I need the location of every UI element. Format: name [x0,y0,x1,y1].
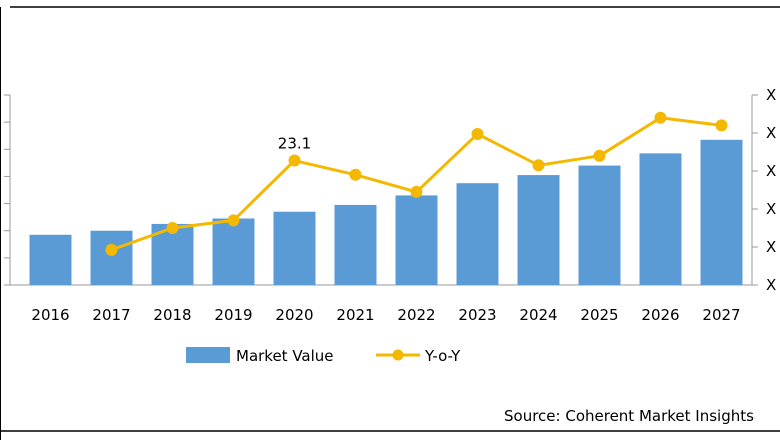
right-axis-tick-label: X [766,200,776,218]
bar-2017 [90,230,133,285]
x-tick-label-2027: 2027 [702,306,740,324]
line-series [105,111,728,256]
bar-2026 [639,153,682,285]
source-note: Source: Coherent Market Insights [504,407,754,425]
x-tick-label-2017: 2017 [92,306,130,324]
yoy-point-2020 [288,154,301,167]
yoy-point-2025 [593,149,606,162]
right-axis-tick-label: X [766,124,776,142]
right-axis-tick-label: X [766,276,776,294]
bar-2023 [456,183,499,285]
legend: Market Value Y-o-Y [186,347,461,365]
yoy-point-2017 [105,243,118,256]
bar-2022 [395,195,438,285]
legend-label-yoy: Y-o-Y [424,347,461,365]
x-tick-label-2026: 2026 [641,306,679,324]
yoy-point-2021 [349,168,362,181]
yoy-point-2018 [166,222,179,234]
right-axis-tick-label: X [766,86,776,104]
data-labels: 23.1 [278,135,311,153]
right-axis-tick-label: X [766,162,776,180]
bar-2025 [578,165,621,285]
x-tick-label-2020: 2020 [275,306,313,324]
x-tick-label-2025: 2025 [580,306,618,324]
x-tick-label-2016: 2016 [31,306,69,324]
x-tick-label-2022: 2022 [397,306,435,324]
data-label-2020: 23.1 [278,135,311,153]
bar-2027 [700,139,743,285]
x-tick-label-2021: 2021 [336,306,374,324]
right-axis: X X X X X X [751,86,776,294]
bar-2016 [29,234,72,285]
yoy-point-2026 [654,111,667,124]
yoy-point-2023 [471,127,484,140]
legend-label-market-value: Market Value [236,347,334,365]
left-axis [4,94,752,286]
yoy-point-2022 [410,185,423,198]
yoy-point-2027 [715,119,728,132]
x-tick-label-2018: 2018 [153,306,191,324]
legend-swatch-yoy-marker [392,349,404,361]
bar-2019 [212,218,255,285]
right-axis-tick-label: X [766,238,776,256]
legend-swatch-market-value [186,347,230,363]
x-axis-labels: 2016 2017 2018 2019 2020 2021 2022 2023 2024 2025… [31,306,740,324]
bar-2020 [273,211,316,285]
bar-2024 [517,175,560,285]
x-tick-label-2024: 2024 [519,306,557,324]
yoy-point-2024 [532,159,545,172]
yoy-point-2019 [227,214,240,227]
bar-series [29,139,743,285]
x-tick-label-2023: 2023 [458,306,496,324]
bar-2021 [334,204,377,285]
x-tick-label-2019: 2019 [214,306,252,324]
